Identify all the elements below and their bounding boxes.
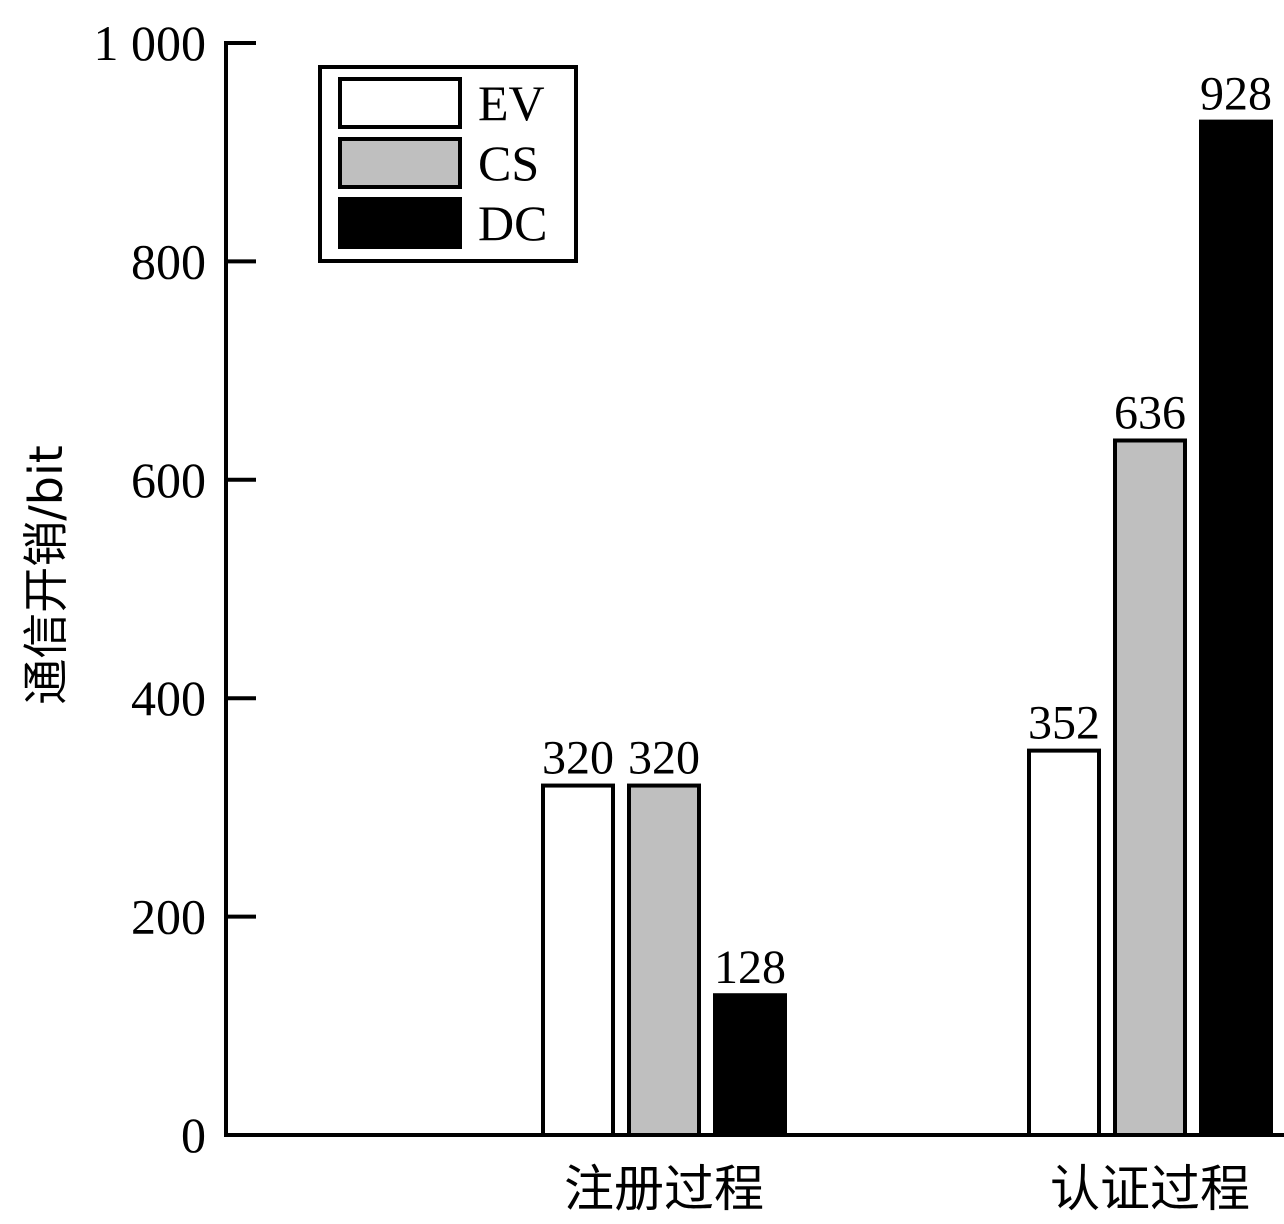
legend-swatch-dc [338,197,462,249]
data-label: 352 [1028,697,1100,750]
bar-ev [1027,748,1101,1138]
x-axis-categories: 注册过程 认证过程 [564,1160,1250,1218]
legend-label-ev: EV [478,75,545,131]
bar-dc [1199,119,1273,1137]
x-category-label: 注册过程 [564,1160,764,1218]
y-axis-label: 通信开销/bit [19,445,73,705]
y-tick-label: 200 [131,889,206,945]
data-label: 636 [1114,386,1186,439]
data-label: 128 [714,941,786,994]
y-axis-ticks: 0 200 400 600 800 1 000 [94,15,256,1163]
data-labels: 320 320 128 352 636 928 [542,68,1272,995]
y-tick-label: 1 000 [94,15,207,71]
data-label: 928 [1200,68,1272,121]
bar-ev [541,783,615,1137]
x-category-label: 认证过程 [1050,1160,1250,1218]
legend-label-cs: CS [478,135,539,191]
data-label: 320 [542,732,614,785]
bar-cs [1113,438,1187,1138]
bar-dc [713,993,787,1137]
y-tick-label: 0 [181,1107,206,1163]
legend-label-dc: DC [478,195,547,251]
legend-swatch-ev [338,77,462,129]
y-tick-label: 800 [131,233,206,289]
data-label: 320 [628,732,700,785]
bar-cs [627,783,701,1137]
y-tick-label: 400 [131,670,206,726]
legend-swatch-cs [338,137,462,189]
bars [541,119,1273,1138]
y-tick-label: 600 [131,452,206,508]
